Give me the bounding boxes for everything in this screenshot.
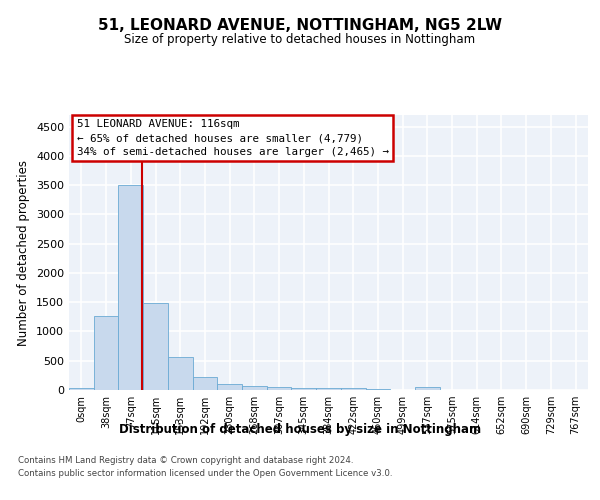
- Y-axis label: Number of detached properties: Number of detached properties: [17, 160, 31, 346]
- Text: Contains HM Land Registry data © Crown copyright and database right 2024.: Contains HM Land Registry data © Crown c…: [18, 456, 353, 465]
- Bar: [267, 387, 292, 390]
- Bar: [292, 388, 316, 390]
- Bar: [341, 388, 365, 390]
- Bar: [94, 316, 118, 390]
- Bar: [316, 388, 341, 390]
- Bar: [193, 376, 217, 390]
- Bar: [415, 387, 440, 390]
- Text: 51, LEONARD AVENUE, NOTTINGHAM, NG5 2LW: 51, LEONARD AVENUE, NOTTINGHAM, NG5 2LW: [98, 18, 502, 32]
- Text: Contains public sector information licensed under the Open Government Licence v3: Contains public sector information licen…: [18, 468, 392, 477]
- Text: Distribution of detached houses by size in Nottingham: Distribution of detached houses by size …: [119, 422, 481, 436]
- Bar: [242, 386, 267, 390]
- Bar: [143, 304, 168, 390]
- Bar: [69, 388, 94, 390]
- Text: Size of property relative to detached houses in Nottingham: Size of property relative to detached ho…: [124, 32, 476, 46]
- Bar: [168, 356, 193, 390]
- Text: 51 LEONARD AVENUE: 116sqm
← 65% of detached houses are smaller (4,779)
34% of se: 51 LEONARD AVENUE: 116sqm ← 65% of detac…: [77, 119, 389, 157]
- Bar: [217, 384, 242, 390]
- Bar: [118, 185, 143, 390]
- Bar: [365, 388, 390, 390]
